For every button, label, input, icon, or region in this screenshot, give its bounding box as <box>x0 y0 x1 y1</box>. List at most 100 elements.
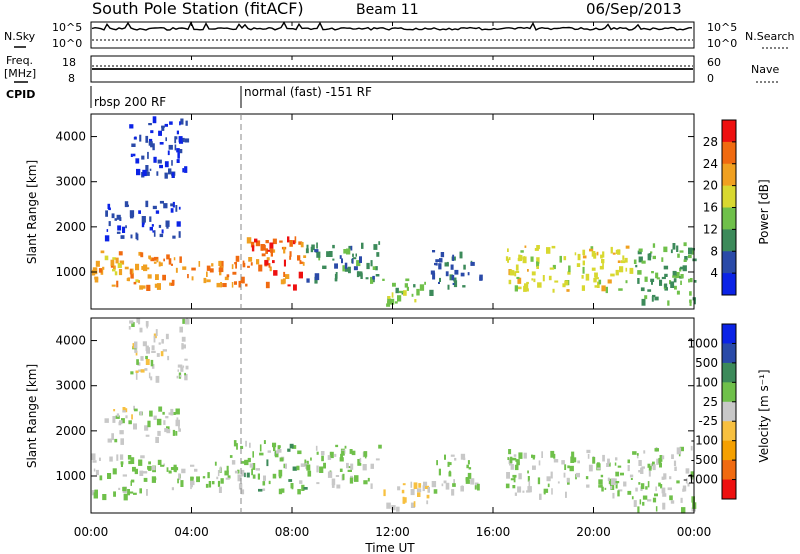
power-echo-cell <box>187 274 189 279</box>
power-echo-cell <box>670 281 675 288</box>
cpid-label: CPID <box>6 88 35 101</box>
velocity-echo-cell <box>543 491 546 495</box>
power-echo-cell <box>106 229 109 232</box>
velocity-echo-cell <box>617 490 620 497</box>
velocity-echo-cell <box>170 408 174 416</box>
power-echo-cell <box>531 271 536 276</box>
power-echo-cell <box>135 158 140 164</box>
velocity-echo-cell <box>690 445 693 451</box>
power-echo-cell <box>172 235 176 239</box>
velocity-echo-cell <box>364 451 367 459</box>
velocity-echo-cell <box>227 475 231 479</box>
power-echo-cell <box>390 298 395 305</box>
noise-right-label: N.Search <box>745 30 795 43</box>
x-tick-label: 04:00 <box>174 525 209 539</box>
power-echo-cell <box>176 221 181 227</box>
velocity-echo-cell <box>142 471 148 474</box>
velocity-echo-cell <box>636 453 639 459</box>
freq-left-tick-top: 18 <box>62 56 76 69</box>
power-colorbar-tick-label: 8 <box>710 244 718 258</box>
power-echo-cell <box>339 255 342 259</box>
velocity-echo-cell <box>367 477 370 482</box>
power-echo-cell <box>625 245 630 249</box>
power-echo-cell <box>114 271 118 276</box>
velocity-echo-cell <box>509 456 513 464</box>
velocity-ytick-label: 1000 <box>55 469 86 483</box>
power-echo-cell <box>203 277 207 284</box>
power-echo-cell <box>124 201 129 208</box>
velocity-echo-cell <box>600 474 604 478</box>
velocity-echo-cell <box>517 486 522 493</box>
power-echo-cell <box>149 226 153 231</box>
velocity-echo-cell <box>587 454 590 459</box>
velocity-echo-cell <box>155 375 160 383</box>
power-echo-cell <box>514 285 518 292</box>
power-echo-cell <box>600 254 603 259</box>
velocity-echo-cell <box>297 489 301 495</box>
velocity-echo-cell <box>637 506 640 513</box>
velocity-echo-cell <box>510 478 515 481</box>
velocity-echo-cell <box>680 497 683 503</box>
x-tick-label: 00:00 <box>74 525 109 539</box>
power-echo-cell <box>152 205 157 210</box>
power-echo-cell <box>161 125 165 128</box>
velocity-echo-region <box>505 449 634 500</box>
power-echo-cell <box>438 263 442 270</box>
velocity-echo-cell <box>451 489 455 496</box>
station-title: South Pole Station (fitACF) <box>92 0 304 18</box>
velocity-echo-cell <box>190 464 195 467</box>
power-echo-cell <box>164 172 168 179</box>
power-echo-region <box>633 242 697 306</box>
velocity-echo-cell <box>396 506 400 512</box>
velocity-echo-cell <box>509 462 512 466</box>
power-echo-cell <box>432 250 436 253</box>
power-echo-cell <box>184 138 190 143</box>
velocity-echo-cell <box>107 438 112 443</box>
power-echo-cell <box>129 124 134 129</box>
velocity-echo-cell <box>518 452 523 459</box>
velocity-echo-cell <box>363 480 368 485</box>
power-echo-cell <box>283 271 286 277</box>
power-echo-cell <box>582 266 585 274</box>
power-echo-cell <box>159 262 163 267</box>
velocity-echo-cell <box>608 478 613 485</box>
velocity-echo-cell <box>515 459 520 462</box>
velocity-echo-cell <box>115 415 120 419</box>
power-echo-cell <box>116 280 119 288</box>
power-echo-cell <box>647 253 652 261</box>
power-echo-cell <box>175 205 178 212</box>
power-echo-cell <box>116 231 121 234</box>
velocity-colorbar-swatch <box>722 440 736 461</box>
velocity-echo-cell <box>607 477 610 481</box>
power-echo-cell <box>673 278 677 283</box>
velocity-echo-cell <box>532 456 535 460</box>
velocity-echo-cell <box>532 465 536 470</box>
velocity-echo-cell <box>114 438 118 443</box>
velocity-echo-cell <box>144 368 148 371</box>
velocity-echo-cell <box>135 370 139 373</box>
power-echo-cell <box>618 288 623 291</box>
power-echo-cell <box>238 280 241 288</box>
velocity-echo-cell <box>129 320 134 324</box>
velocity-echo-cell <box>606 463 610 467</box>
power-echo-cell <box>162 274 166 281</box>
velocity-echo-cell <box>327 471 333 478</box>
velocity-echo-cell <box>190 484 192 490</box>
power-echo-cell <box>574 252 577 256</box>
velocity-echo-cell <box>151 345 155 351</box>
power-echo-cell <box>536 261 540 266</box>
power-echo-cell <box>158 130 162 136</box>
power-echo-cell <box>563 256 567 261</box>
power-echo-cell <box>334 263 338 269</box>
velocity-echo-cell <box>505 483 510 489</box>
velocity-echo-cell <box>452 483 456 487</box>
velocity-echo-cell <box>184 358 188 361</box>
power-echo-cell <box>303 255 307 258</box>
velocity-echo-cell <box>184 372 186 376</box>
velocity-echo-cell <box>148 372 151 379</box>
power-echo-cell <box>166 223 169 229</box>
power-echo-cell <box>509 269 513 276</box>
velocity-echo-cell <box>413 501 416 507</box>
velocity-echo-cell <box>143 477 148 482</box>
velocity-echo-cell <box>577 460 580 464</box>
